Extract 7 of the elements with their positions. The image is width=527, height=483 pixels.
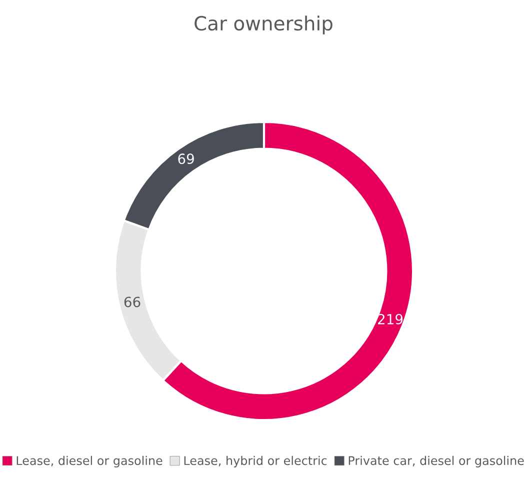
legend-label: Lease, hybrid or electric (184, 456, 327, 468)
data-label: 219 (378, 314, 403, 324)
legend-label: Private car, diesel or gasoline (348, 456, 524, 468)
data-label: 66 (124, 296, 140, 308)
legend-label: Lease, diesel or gasoline (16, 456, 162, 468)
chart-title: Car ownership (194, 16, 332, 34)
data-label: 69 (178, 154, 194, 164)
